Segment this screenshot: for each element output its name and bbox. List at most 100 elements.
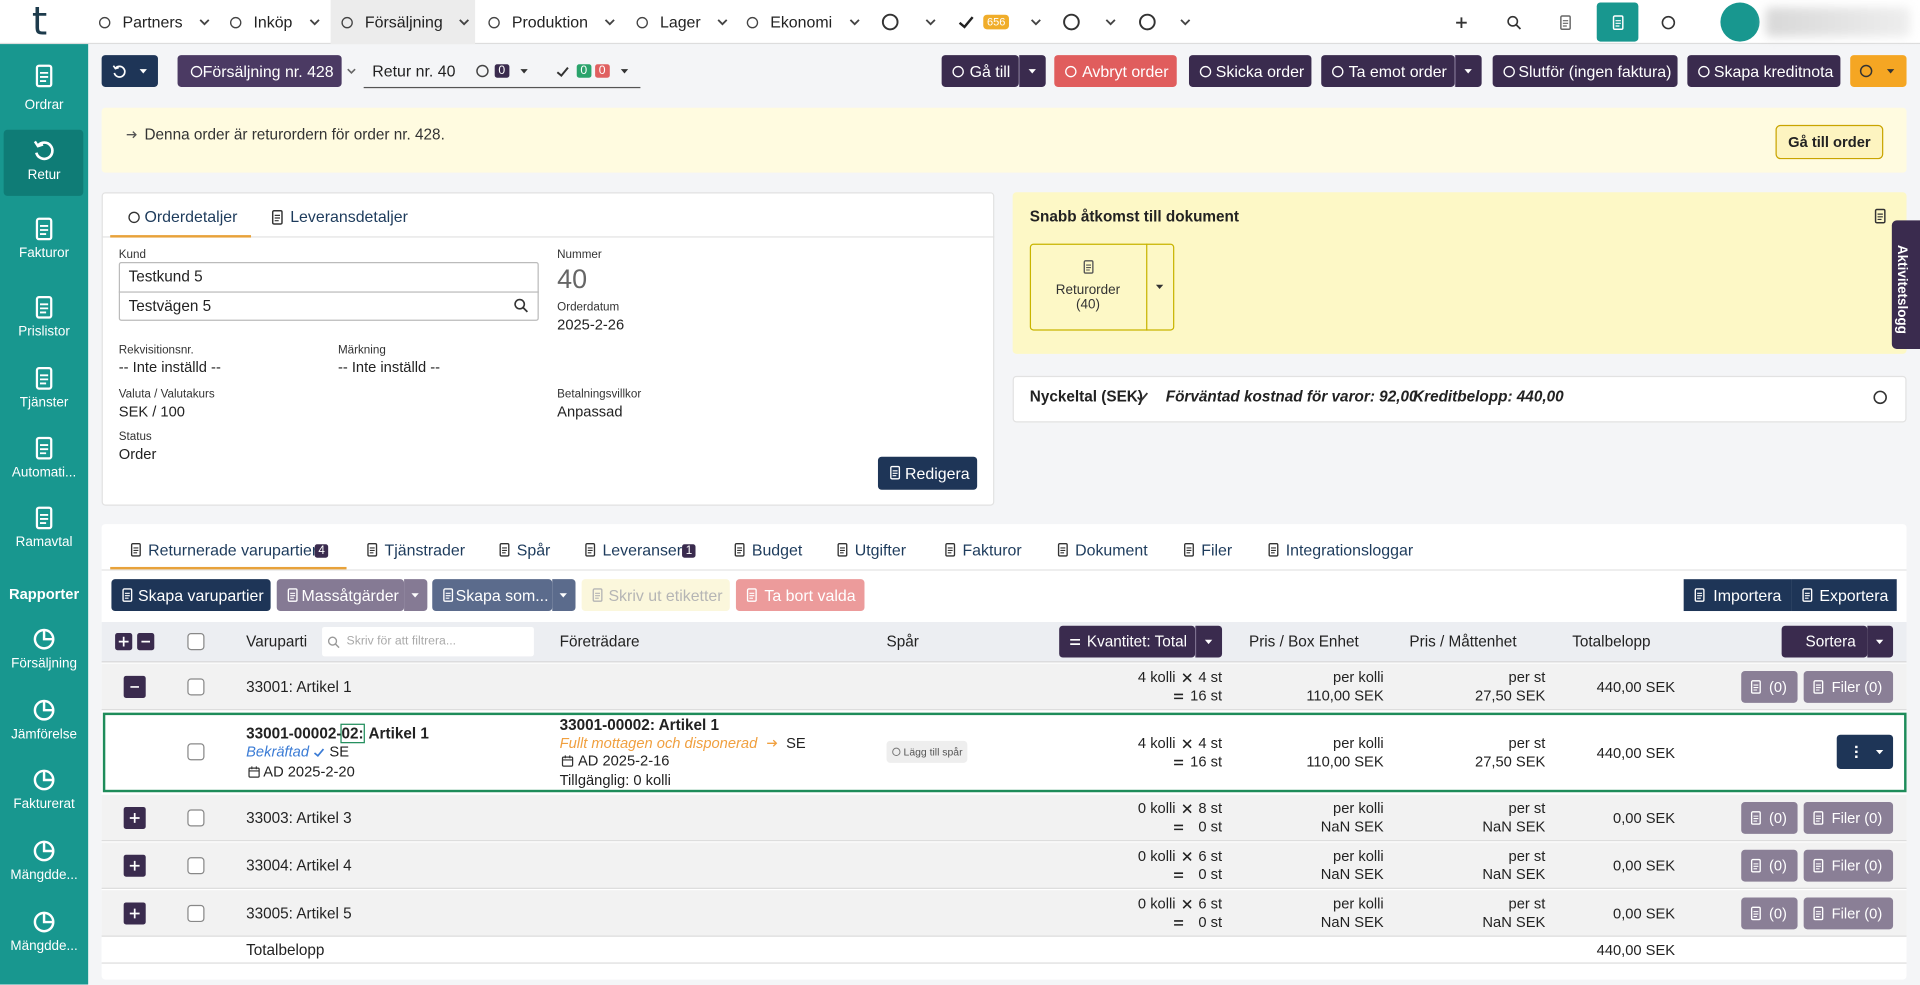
details-tab: Orderdetaljer xyxy=(144,207,238,226)
sidebar-item[interactable]: Prislistor xyxy=(18,324,70,340)
comments-button[interactable]: (0) xyxy=(1741,802,1798,834)
icon xyxy=(1174,759,1184,765)
checkbox[interactable] xyxy=(187,743,205,761)
sidebar-item[interactable]: Fakturor xyxy=(18,246,70,261)
action-button[interactable]: Gå till xyxy=(941,55,1019,87)
action-button[interactable]: Skicka order xyxy=(1188,55,1312,87)
action-button[interactable]: Slutför (ingen faktura) xyxy=(1492,55,1678,87)
action-button[interactable]: Exportera xyxy=(1791,579,1897,612)
icon xyxy=(604,19,615,26)
footer-total: 440,00 SEK xyxy=(1596,941,1676,959)
activity-tab[interactable] xyxy=(1891,220,1920,349)
sidebar-item[interactable]: Tjänster xyxy=(19,395,69,411)
sidebar-item[interactable]: Automati... xyxy=(11,465,77,481)
icon xyxy=(367,543,378,557)
field-label: Kund xyxy=(118,247,146,262)
panel-tab[interactable]: Integrationsloggar xyxy=(1285,540,1414,559)
column-header: Företrädare xyxy=(559,633,640,651)
icon xyxy=(636,16,648,28)
panel-tab[interactable]: Utgifter xyxy=(854,540,907,559)
panel-tab[interactable]: Budget xyxy=(751,540,803,559)
sidebar-report[interactable]: Mängdde... xyxy=(10,868,78,883)
nav-item: Inköp xyxy=(253,12,293,32)
comments-button[interactable]: (0) xyxy=(1741,849,1798,882)
icon xyxy=(1028,69,1036,74)
edit-button[interactable]: Redigera xyxy=(877,456,978,490)
sidebar-report[interactable]: Fakturerat xyxy=(13,797,75,812)
icon xyxy=(1612,14,1624,30)
icon xyxy=(341,16,353,28)
panel-tab[interactable]: Leveranser xyxy=(602,540,683,559)
panel-tab[interactable]: Filer xyxy=(1201,540,1233,559)
panel-tab[interactable]: Fakturor xyxy=(962,540,1022,559)
chat-button[interactable] xyxy=(1596,2,1639,42)
retur-label: Retur nr. 40 xyxy=(372,61,456,81)
sort-button[interactable]: Sortera xyxy=(1781,625,1868,658)
child-status: Bekräftad xyxy=(246,743,310,761)
icon xyxy=(1694,588,1705,602)
comments-button[interactable]: (0) xyxy=(1741,671,1798,703)
icon xyxy=(1813,906,1824,921)
filter-input[interactable] xyxy=(322,626,534,657)
nav-badge: 656 xyxy=(983,14,1010,30)
action-button[interactable]: Skapa kreditnota xyxy=(1687,55,1841,87)
action-button[interactable]: Importera xyxy=(1683,579,1792,612)
icon xyxy=(1750,680,1761,694)
files-button[interactable]: Filer (0) xyxy=(1803,671,1894,703)
cloud-button[interactable] xyxy=(1850,55,1907,87)
icon xyxy=(488,16,500,28)
icon xyxy=(35,64,53,88)
order-button[interactable]: Försäljning nr. 428 xyxy=(177,55,342,87)
icon xyxy=(141,640,151,643)
sidebar-item[interactable]: Ordrar xyxy=(24,97,64,113)
quantity: 0 st xyxy=(1198,913,1223,931)
sidebar-report[interactable]: Mängdde... xyxy=(10,939,78,954)
sidebar-report[interactable]: Försäljning xyxy=(11,656,78,672)
action-button[interactable]: Ta bort valda xyxy=(735,579,865,612)
icon xyxy=(1507,15,1522,30)
checkbox[interactable] xyxy=(187,633,205,651)
activity-label: Aktivitetslogg xyxy=(1894,244,1909,334)
tile-divider xyxy=(1146,243,1148,331)
files-button[interactable]: Filer (0) xyxy=(1803,802,1894,834)
history-button[interactable] xyxy=(101,55,158,87)
action-button[interactable]: Skriv ut etiketter xyxy=(581,579,730,612)
files-button[interactable]: Filer (0) xyxy=(1803,897,1894,930)
document-tile[interactable] xyxy=(1029,243,1175,331)
icon xyxy=(1199,65,1212,77)
track-button[interactable]: Lägg till spår xyxy=(886,740,968,763)
quantity-button[interactable]: Kvantitet: Total xyxy=(1059,625,1196,658)
sidebar-report[interactable]: Jämförelse xyxy=(11,727,78,743)
icon xyxy=(1057,543,1068,557)
row-menu-button[interactable] xyxy=(1836,734,1894,769)
panel-tab[interactable]: Tjänstrader xyxy=(384,540,466,559)
sidebar-item[interactable]: Retur xyxy=(27,167,61,183)
comments-button[interactable]: (0) xyxy=(1741,897,1798,930)
checkbox[interactable] xyxy=(187,904,205,923)
icon xyxy=(945,543,956,557)
panel-tab[interactable]: Returnerade varupartier xyxy=(148,540,318,559)
lot: 33005: Artikel 5 xyxy=(246,904,352,923)
panel-tab[interactable]: Dokument xyxy=(1075,540,1148,559)
lot: 33001: Artikel 1 xyxy=(246,678,352,696)
checkbox[interactable] xyxy=(187,857,205,875)
field-value: -- Inte inställd -- xyxy=(118,358,221,376)
child-date: AD 2025-2-20 xyxy=(263,762,355,781)
tab-active-line xyxy=(110,235,252,238)
checkbox[interactable] xyxy=(187,678,205,696)
field-label: Betalningsvillkor xyxy=(557,387,642,402)
icon xyxy=(313,747,325,757)
icon xyxy=(1698,65,1710,77)
box-price: NaN SEK xyxy=(1320,913,1384,931)
action-button[interactable]: Skapa varupartier xyxy=(111,579,271,612)
banner-button[interactable]: Gå till order xyxy=(1775,124,1884,160)
field-label: Rekvisitionsnr. xyxy=(118,343,194,357)
files-button[interactable]: Filer (0) xyxy=(1803,849,1894,882)
action-button[interactable]: Skapa som... xyxy=(432,579,553,612)
checkbox[interactable] xyxy=(187,809,205,827)
sidebar-item[interactable]: Ramavtal xyxy=(15,535,73,550)
panel-tab[interactable]: Spår xyxy=(516,540,551,559)
action-button[interactable]: Massåtgärder xyxy=(276,579,405,612)
action-button[interactable]: Avbryt order xyxy=(1054,55,1177,87)
icon xyxy=(556,66,569,77)
